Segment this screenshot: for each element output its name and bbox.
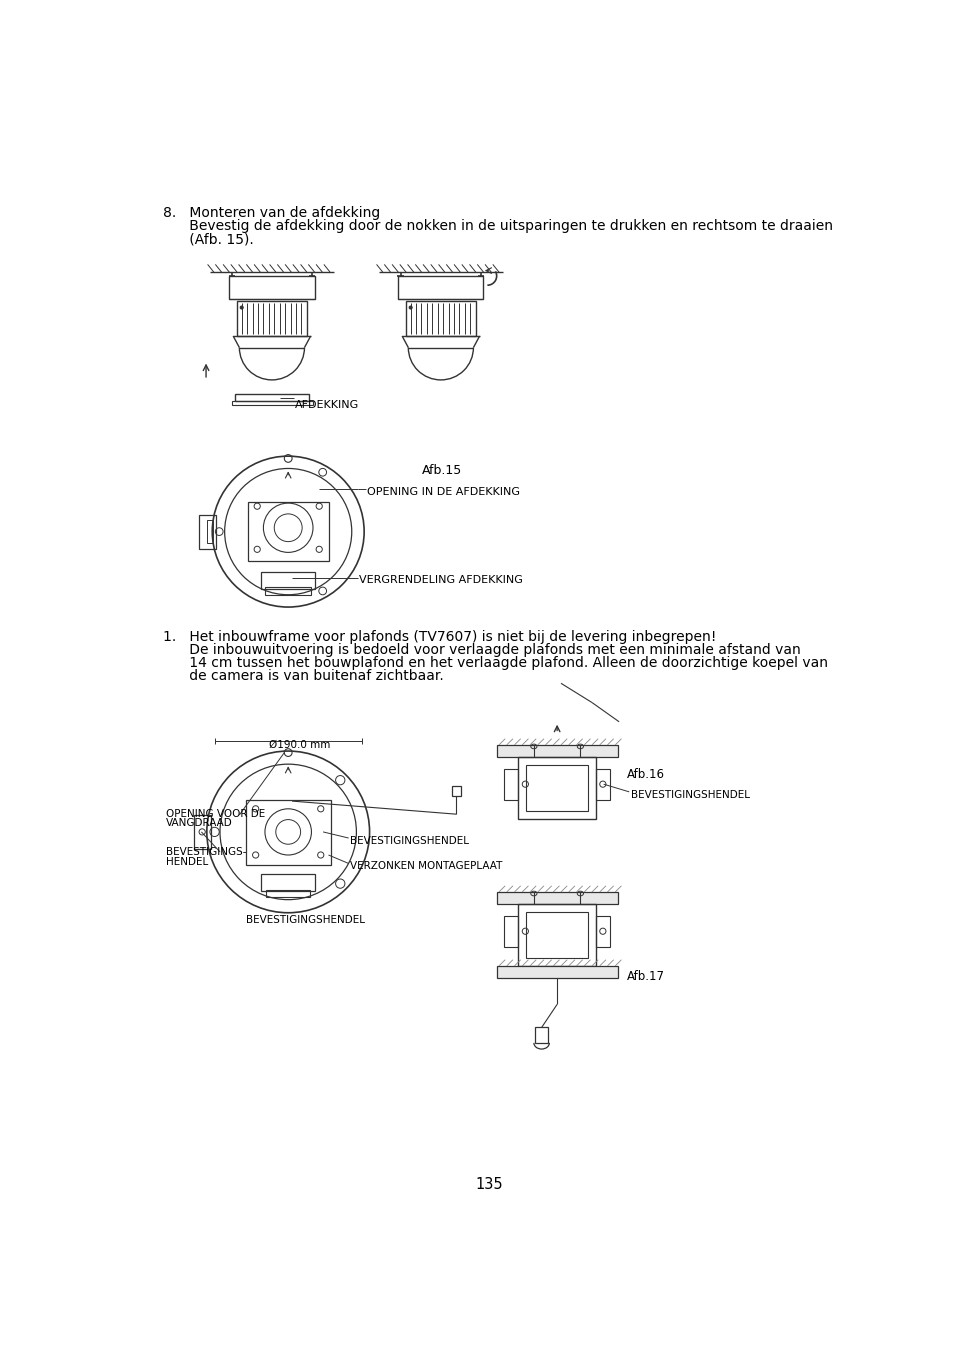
Bar: [497, 745, 617, 757]
Bar: [261, 875, 315, 891]
Text: AFDEKKING: AFDEKKING: [294, 400, 359, 410]
Bar: [535, 1027, 547, 1044]
Bar: [245, 799, 331, 865]
Bar: [261, 571, 315, 589]
Bar: [525, 913, 587, 958]
Text: (Afb. 15).: (Afb. 15).: [163, 232, 253, 246]
Text: 14 cm tussen het bouwplafond en het verlaagde plafond. Alleen de doorzichtige ko: 14 cm tussen het bouwplafond en het verl…: [163, 656, 827, 671]
Bar: [236, 301, 307, 336]
Text: Afb.17: Afb.17: [626, 969, 664, 983]
Text: Afb.16: Afb.16: [626, 768, 664, 782]
Bar: [406, 301, 476, 336]
Text: De inbouwuitvoering is bedoeld voor verlaagde plafonds met een minimale afstand : De inbouwuitvoering is bedoeld voor verl…: [163, 643, 801, 657]
Text: VANGDRAAD: VANGDRAAD: [166, 818, 233, 828]
Bar: [596, 915, 609, 946]
Bar: [265, 587, 311, 595]
Bar: [517, 904, 596, 965]
Bar: [235, 394, 309, 401]
Text: 8.   Monteren van de afdekking: 8. Monteren van de afdekking: [163, 207, 380, 220]
Bar: [504, 915, 517, 946]
Bar: [207, 520, 213, 543]
Bar: [596, 768, 609, 799]
Bar: [517, 757, 596, 819]
Bar: [525, 765, 587, 811]
Ellipse shape: [240, 306, 243, 309]
Bar: [199, 514, 216, 548]
Bar: [452, 787, 460, 795]
Bar: [497, 965, 617, 979]
Bar: [397, 275, 483, 300]
Bar: [193, 815, 211, 849]
Text: Bevestig de afdekking door de nokken in de uitsparingen te drukken en rechtsom t: Bevestig de afdekking door de nokken in …: [163, 219, 833, 234]
Text: Afb.15: Afb.15: [421, 464, 461, 477]
Bar: [266, 890, 310, 898]
Text: 135: 135: [475, 1177, 502, 1192]
Bar: [248, 502, 328, 560]
Text: BEVESTIGINGSHENDEL: BEVESTIGINGSHENDEL: [350, 836, 469, 845]
Text: OPENING VOOR DE: OPENING VOOR DE: [166, 809, 265, 819]
Text: VERZONKEN MONTAGEPLAAT: VERZONKEN MONTAGEPLAAT: [350, 861, 502, 871]
Bar: [232, 401, 313, 405]
Bar: [229, 275, 314, 300]
Text: VERGRENDELING AFDEKKING: VERGRENDELING AFDEKKING: [359, 575, 523, 586]
Text: OPENING IN DE AFDEKKING: OPENING IN DE AFDEKKING: [367, 487, 519, 497]
Text: BEVESTIGINGSHENDEL: BEVESTIGINGSHENDEL: [630, 790, 749, 799]
Bar: [497, 892, 617, 904]
Bar: [504, 768, 517, 799]
Text: BEVESTIGINGSHENDEL: BEVESTIGINGSHENDEL: [245, 915, 364, 925]
Text: BEVESTIGINGS-: BEVESTIGINGS-: [166, 848, 246, 857]
Ellipse shape: [409, 306, 412, 309]
Text: 1.   Het inbouwframe voor plafonds (TV7607) is niet bij de levering inbegrepen!: 1. Het inbouwframe voor plafonds (TV7607…: [163, 630, 716, 644]
Text: HENDEL: HENDEL: [166, 856, 208, 867]
Text: de camera is van buitenaf zichtbaar.: de camera is van buitenaf zichtbaar.: [163, 670, 444, 683]
Text: Ø190.0 mm: Ø190.0 mm: [269, 740, 330, 749]
